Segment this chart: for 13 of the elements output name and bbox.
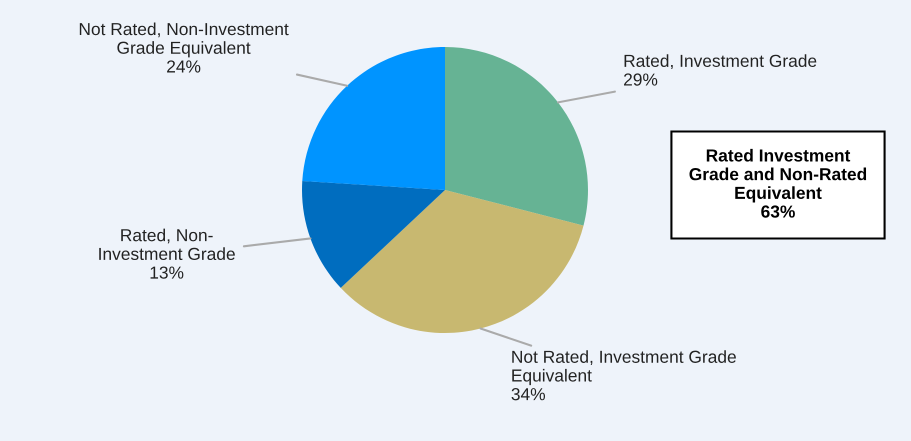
text: Rated Investment Grade and Non-Rated Equivalent 63% [689,148,866,218]
slice-label: Rated, Non- Investment Grade [99,228,235,260]
pie-slice [302,47,445,190]
slice-label: Not Rated, Investment Grade Equivalent [512,350,736,386]
pie-slice [445,47,588,226]
data-label: 29% [624,73,658,86]
pie-slice [302,181,445,288]
slice-label: Not Rated, Non-Investment Grade Equivalent [80,22,289,58]
data-label: 24% [167,60,200,73]
pie-slice [340,190,584,333]
data-label: 34% [512,388,545,400]
slice-label: Rated, Investment Grade [624,54,816,70]
data-label: 13% [150,266,184,279]
